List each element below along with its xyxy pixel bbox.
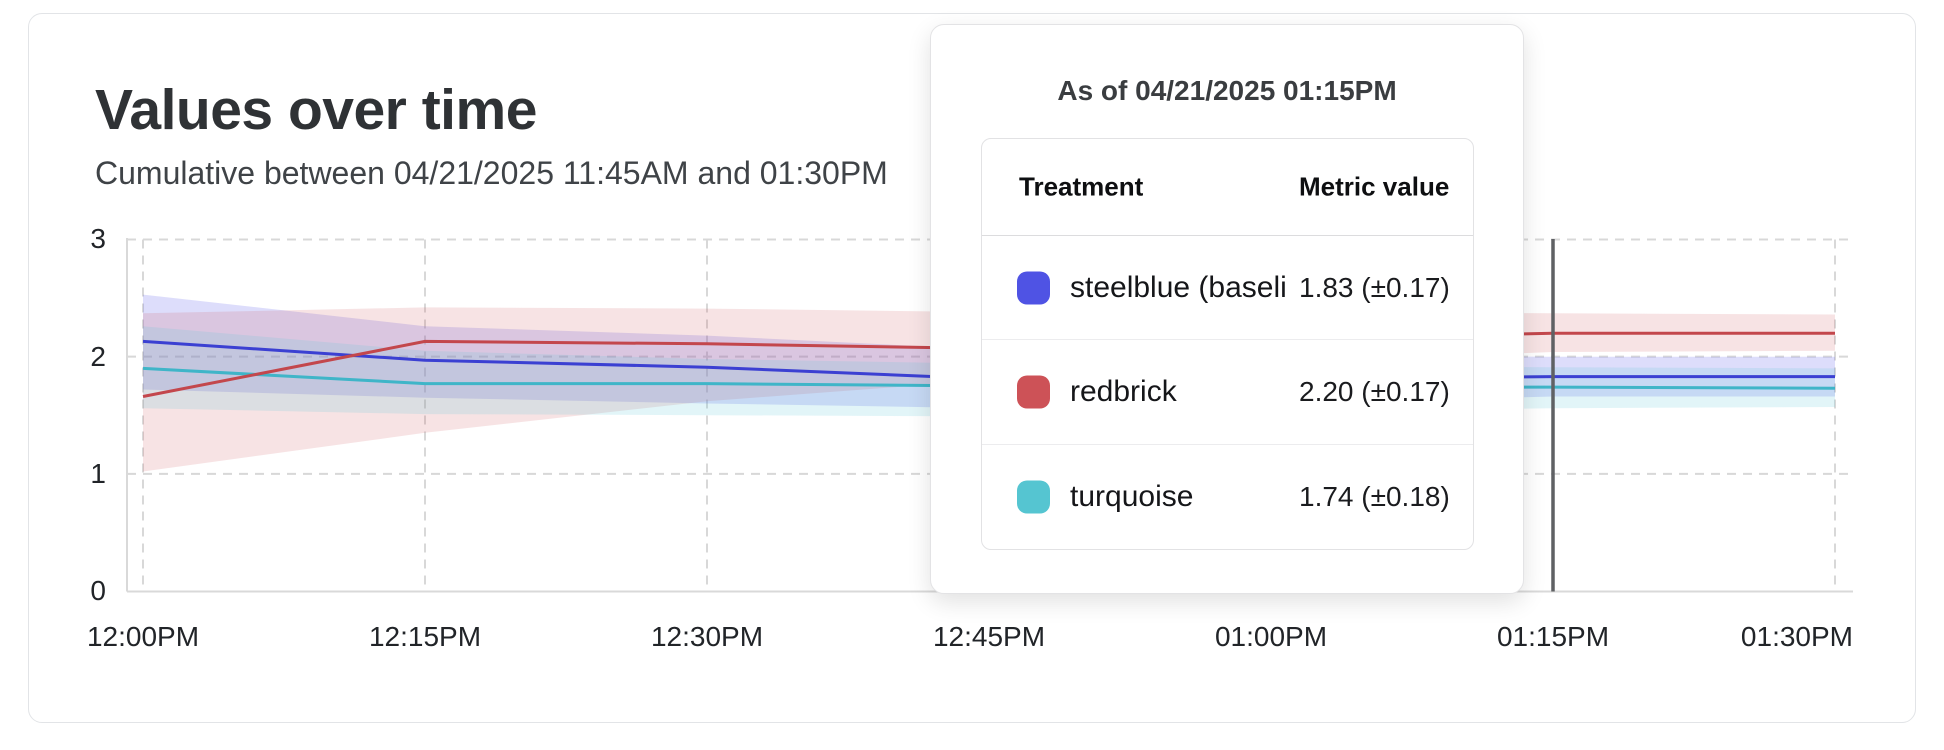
x-tick-label: 12:45PM [932, 621, 1046, 652]
table-row: steelblue (baseli 1.83 (±0.17) [982, 236, 1473, 341]
series-swatch-turquoise [1017, 480, 1050, 514]
x-tick-label: 12:00PM [86, 621, 200, 652]
y-tick-label: 1 [90, 457, 106, 489]
x-tick-label: 12:30PM [650, 621, 764, 652]
hover-tooltip: As of 04/21/2025 01:15PM Treatment Metri… [930, 24, 1524, 594]
y-tick-label: 0 [90, 575, 106, 606]
series-label: steelblue (baseli [1070, 270, 1287, 304]
column-header-metric-value: Metric value [1299, 171, 1450, 202]
tooltip-table: Treatment Metric value steelblue (baseli… [981, 138, 1474, 550]
x-tick-label: 01:15PM [1496, 621, 1610, 652]
series-value: 2.20 (±0.17) [1299, 375, 1450, 407]
series-value: 1.74 (±0.18) [1299, 480, 1450, 512]
column-header-treatment: Treatment [1019, 171, 1144, 202]
tooltip-title: As of 04/21/2025 01:15PM [1057, 75, 1397, 106]
x-tick-label: 12:15PM [368, 621, 482, 652]
series-label: turquoise [1070, 479, 1194, 513]
page-subtitle: Cumulative between 04/21/2025 11:45AM an… [95, 155, 888, 191]
table-row: turquoise 1.74 (±0.18) [982, 445, 1473, 549]
table-row: redbrick 2.20 (±0.17) [982, 340, 1473, 445]
page-title: Values over time [95, 78, 537, 142]
series-swatch-steelblue [1017, 271, 1050, 305]
series-label: redbrick [1070, 374, 1177, 408]
y-tick-label: 2 [90, 340, 106, 372]
x-tick-label: 01:30PM [1740, 621, 1853, 652]
x-tick-label: 01:00PM [1214, 621, 1328, 652]
tooltip-table-header: Treatment Metric value [982, 139, 1473, 236]
y-tick-label: 3 [90, 223, 106, 255]
series-swatch-redbrick [1017, 375, 1050, 409]
series-value: 1.83 (±0.17) [1299, 271, 1450, 303]
